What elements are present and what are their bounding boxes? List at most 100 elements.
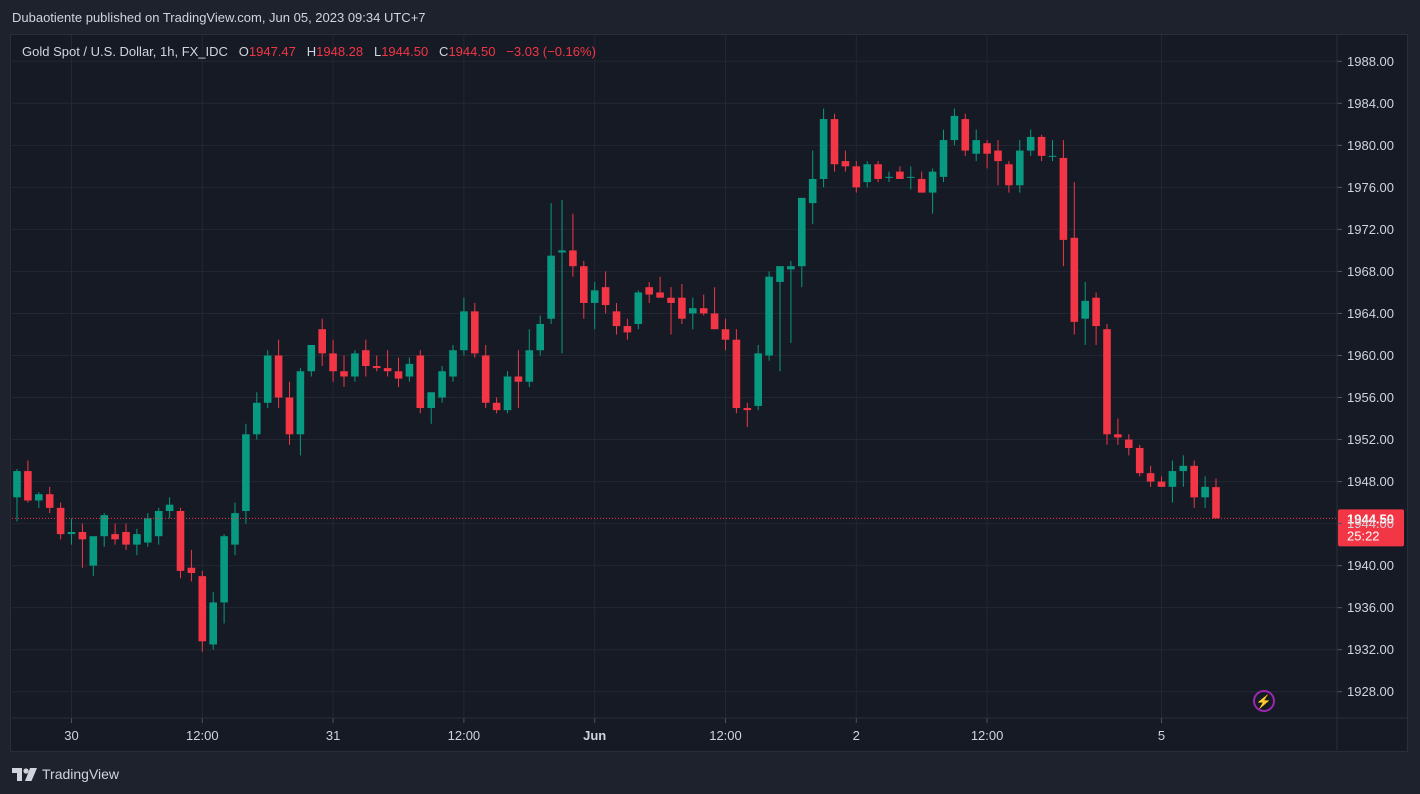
low-label: L — [373, 44, 382, 59]
candle-body — [536, 323, 544, 351]
candle-body — [667, 297, 675, 303]
candle-body — [710, 313, 719, 330]
candle-body — [689, 308, 697, 314]
candle-body — [296, 371, 305, 435]
candle-body — [89, 536, 98, 566]
candle-body — [351, 353, 359, 377]
x-tick-label: 5 — [1158, 728, 1165, 743]
candle-body — [133, 534, 141, 545]
candle-body — [580, 266, 588, 303]
candle-body — [263, 355, 272, 403]
time-axis: 30 12:00 31 12:00 Jun 12:00 2 12:00 5 — [12, 717, 1407, 743]
candle-body — [525, 350, 534, 382]
high-value: 1948.28 — [316, 44, 364, 59]
chart-panel[interactable]: 1944.50 25:22 1928.00 1932.00 1936.00 1940.0… — [10, 34, 1408, 752]
y-tick-label: 1956.00 — [1347, 390, 1394, 405]
candle-body — [939, 140, 948, 177]
y-tick-label: 1940.00 — [1347, 558, 1394, 573]
y-tick-label: 1968.00 — [1347, 264, 1394, 279]
candle-body — [1146, 473, 1155, 482]
candle-body — [765, 276, 773, 356]
candle-body — [787, 266, 795, 270]
candle-body — [56, 507, 65, 535]
candle-body — [13, 471, 21, 498]
candle-body — [699, 308, 708, 314]
candle-body — [340, 371, 348, 377]
candle-body — [1081, 300, 1089, 319]
candle-body — [721, 329, 730, 340]
candle-body — [198, 576, 207, 642]
candle-body — [863, 164, 871, 183]
candle-body — [754, 353, 762, 406]
candle-body — [928, 171, 937, 193]
candle-body — [1092, 297, 1100, 327]
candle-body — [678, 297, 686, 319]
candles — [13, 108, 1220, 652]
candle-body — [612, 311, 621, 327]
candle-body — [449, 350, 457, 377]
candle-body — [558, 250, 566, 253]
candle-body — [1037, 136, 1046, 156]
y-tick-label: 1944.00 — [1347, 516, 1394, 531]
symbol-name[interactable]: Gold Spot / U.S. Dollar, 1h, FX_IDC — [22, 44, 228, 59]
bottom-bar: TradingView — [0, 752, 1420, 794]
candlestick-chart[interactable]: 1944.50 25:22 1928.00 1932.00 1936.00 1940.0… — [11, 35, 1407, 751]
candle-body — [1059, 157, 1068, 240]
candle-body — [122, 532, 130, 545]
x-tick-label: 2 — [853, 728, 860, 743]
candle-body — [438, 371, 446, 398]
candle-body — [362, 350, 370, 366]
candle-body — [394, 371, 403, 379]
candle-body — [547, 255, 555, 319]
publish-info: Dubaotiente published on TradingView.com… — [12, 10, 426, 25]
y-tick-label: 1952.00 — [1347, 432, 1394, 447]
candle-body — [111, 534, 119, 540]
candle-body — [808, 178, 817, 204]
candle-body — [1168, 471, 1177, 487]
candle-body — [209, 602, 217, 645]
y-tick-label: 1976.00 — [1347, 180, 1394, 195]
candle-body — [994, 150, 1002, 162]
candle-body — [154, 510, 163, 537]
candle-body — [67, 532, 76, 535]
candle-body — [1016, 150, 1024, 186]
plot-area — [12, 35, 1337, 718]
candle-body — [24, 471, 32, 501]
candle-body — [35, 494, 43, 501]
candle-body — [623, 326, 632, 333]
open-label: O — [238, 44, 249, 59]
change-value: −3.03 (−0.16%) — [506, 44, 596, 59]
grid-lines — [12, 35, 1337, 718]
candle-body — [372, 365, 381, 369]
candle-body — [743, 408, 752, 411]
candle-body — [503, 376, 512, 411]
candle-body — [1157, 481, 1166, 487]
candle-body — [427, 392, 435, 409]
candle-body — [242, 434, 250, 511]
candle-body — [231, 513, 239, 545]
candle-body — [830, 119, 839, 165]
bar-countdown: 25:22 — [1347, 528, 1380, 543]
candle-body — [961, 119, 970, 151]
candle-body — [460, 311, 468, 351]
lightning-icon[interactable]: ⚡ — [1253, 690, 1275, 712]
candle-body — [307, 344, 316, 372]
y-tick-label: 1972.00 — [1347, 222, 1394, 237]
open-value: 1947.47 — [248, 44, 296, 59]
candle-body — [841, 161, 850, 167]
brand-name: TradingView — [42, 766, 120, 782]
tradingview-brand[interactable]: TradingView — [12, 766, 119, 782]
y-tick-label: 1936.00 — [1347, 600, 1394, 615]
candle-body — [1026, 136, 1035, 151]
x-tick-label: 12:00 — [709, 728, 742, 743]
candle-body — [285, 397, 294, 435]
candle-body — [1135, 447, 1144, 474]
candle-body — [165, 504, 174, 511]
y-tick-label: 1988.00 — [1347, 54, 1394, 69]
y-tick-label: 1980.00 — [1347, 138, 1394, 153]
candle-body — [1190, 465, 1198, 498]
candle-body — [274, 355, 283, 398]
candle-body — [1103, 329, 1111, 435]
candle-body — [220, 536, 228, 603]
y-tick-label: 1960.00 — [1347, 348, 1394, 363]
